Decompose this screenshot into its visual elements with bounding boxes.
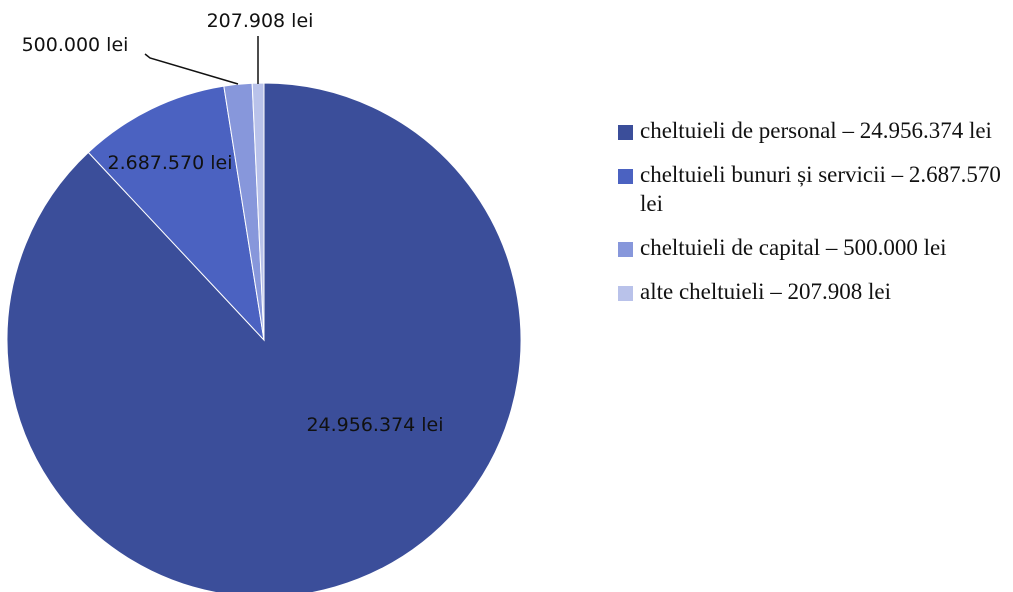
legend-swatch <box>618 125 633 140</box>
legend: cheltuieli de personal – 24.956.374 lei c… <box>618 116 1008 321</box>
legend-text: cheltuieli de personal – 24.956.374 lei <box>640 118 992 143</box>
data-label: 500.000 lei <box>21 34 129 56</box>
legend-text: cheltuieli de capital – 500.000 lei <box>640 235 947 260</box>
legend-item: alte cheltuieli – 207.908 lei <box>618 277 1008 306</box>
pie-slice <box>6 82 522 592</box>
pie-slice <box>87 85 265 342</box>
data-label: 207.908 lei <box>206 10 314 32</box>
legend-item: cheltuieli de capital – 500.000 lei <box>618 233 1008 262</box>
data-label: 24.956.374 lei <box>306 414 444 436</box>
legend-swatch <box>618 169 633 184</box>
legend-swatch <box>618 286 633 301</box>
legend-text: alte cheltuieli – 207.908 lei <box>640 279 892 304</box>
legend-swatch <box>618 242 633 257</box>
legend-text: cheltuieli bunuri și servicii – 2.687.57… <box>640 162 1001 216</box>
data-label: 2.687.570 lei <box>107 152 233 174</box>
legend-item: cheltuieli bunuri și servicii – 2.687.57… <box>618 160 1008 218</box>
legend-item: cheltuieli de personal – 24.956.374 lei <box>618 116 1008 145</box>
leader-line <box>144 53 239 85</box>
